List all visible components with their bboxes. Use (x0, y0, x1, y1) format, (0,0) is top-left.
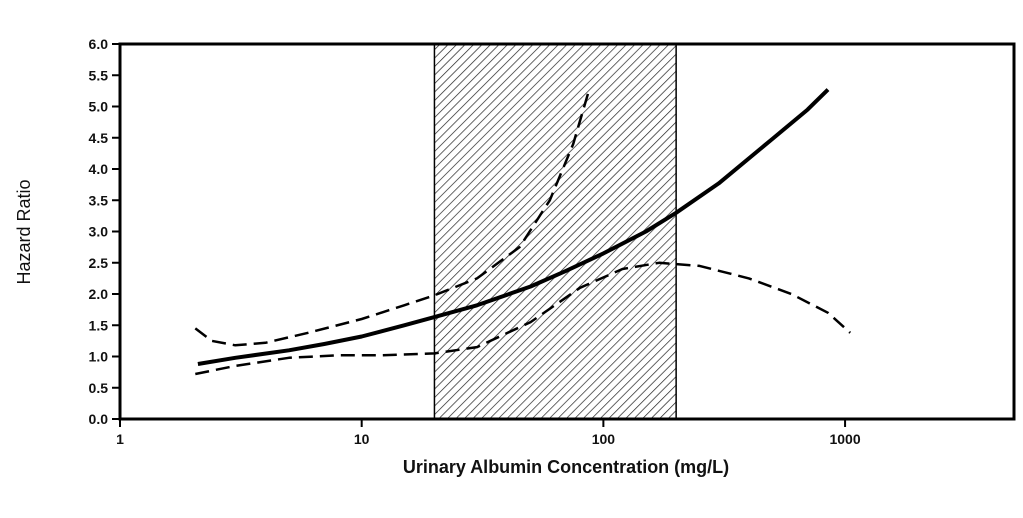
shaded-range-band (433, 43, 677, 420)
x-tick-label: 1000 (829, 431, 860, 447)
y-tick-label: 3.0 (89, 224, 109, 240)
y-tick-label: 2.0 (89, 286, 109, 302)
y-tick-label: 4.5 (89, 130, 109, 146)
y-tick-label: 5.0 (89, 99, 109, 115)
x-tick-label: 1 (116, 431, 124, 447)
confidence-bound-line-1 (194, 90, 590, 347)
y-tick-label: 1.0 (89, 349, 109, 365)
y-tick-label: 2.5 (89, 255, 109, 271)
x-tick-label: 10 (354, 431, 370, 447)
x-axis-label: Urinary Albumin Concentration (mg/L) (403, 457, 729, 477)
y-tick-label: 4.0 (89, 161, 109, 177)
y-tick-label: 3.5 (89, 192, 109, 208)
hazard-ratio-line (197, 88, 830, 366)
y-tick-label: 6.0 (89, 36, 109, 52)
y-tick-label: 0.5 (89, 380, 109, 396)
x-tick-label: 100 (592, 431, 616, 447)
y-tick-label: 0.0 (89, 411, 109, 427)
confidence-bound-line-2 (195, 261, 852, 376)
y-tick-label: 1.5 (89, 317, 109, 333)
y-tick-label: 5.5 (89, 67, 109, 83)
y-axis-label: Hazard Ratio (14, 179, 34, 284)
